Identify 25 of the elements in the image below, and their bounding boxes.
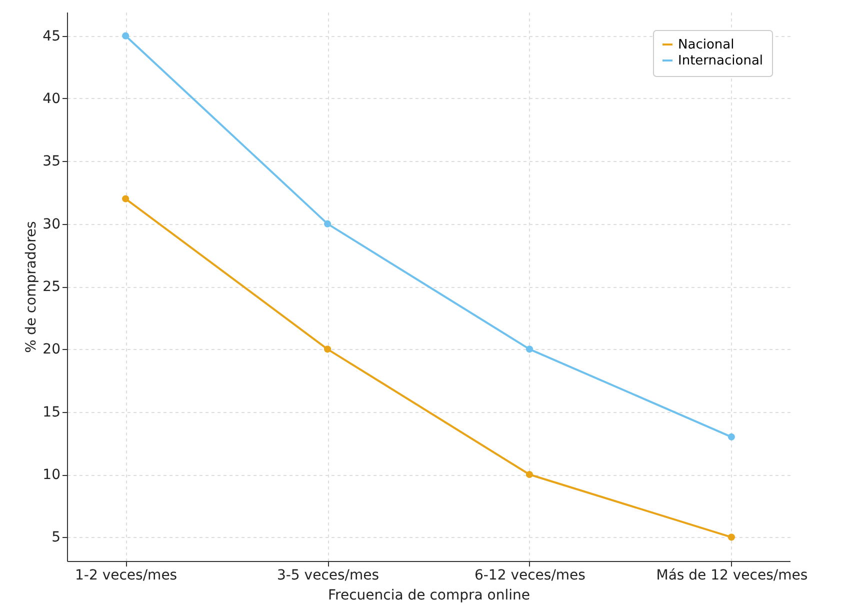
x-tick-label: 1-2 veces/mes xyxy=(75,568,178,584)
point xyxy=(122,32,130,40)
y-tick-label: 20 xyxy=(42,342,60,358)
y-tick-label: 30 xyxy=(42,216,60,232)
point xyxy=(122,195,130,202)
x-tick-label: Más de 12 veces/mes xyxy=(656,568,808,584)
y-tick-label: 10 xyxy=(42,467,60,484)
legend-label: Internacional xyxy=(678,54,764,68)
y-axis-title: % de compradores xyxy=(24,221,40,353)
y-tick-label: 45 xyxy=(42,28,60,44)
y-tick-label: 25 xyxy=(42,279,60,295)
point xyxy=(526,346,534,353)
y-tick-label: 35 xyxy=(42,154,60,170)
point xyxy=(526,470,534,478)
point xyxy=(728,433,735,440)
point xyxy=(324,220,332,228)
x-tick-label: 6-12 veces/mes xyxy=(474,568,586,584)
legend-label: Nacional xyxy=(678,38,734,52)
x-axis-title: Frecuencia de compra online xyxy=(328,588,530,604)
y-tick-label: 40 xyxy=(42,90,60,107)
y-tick-label: 5 xyxy=(52,530,60,546)
point xyxy=(728,534,735,541)
y-tick-label: 15 xyxy=(42,404,60,420)
point xyxy=(324,346,332,353)
x-tick-label: 3-5 veces/mes xyxy=(276,568,380,584)
